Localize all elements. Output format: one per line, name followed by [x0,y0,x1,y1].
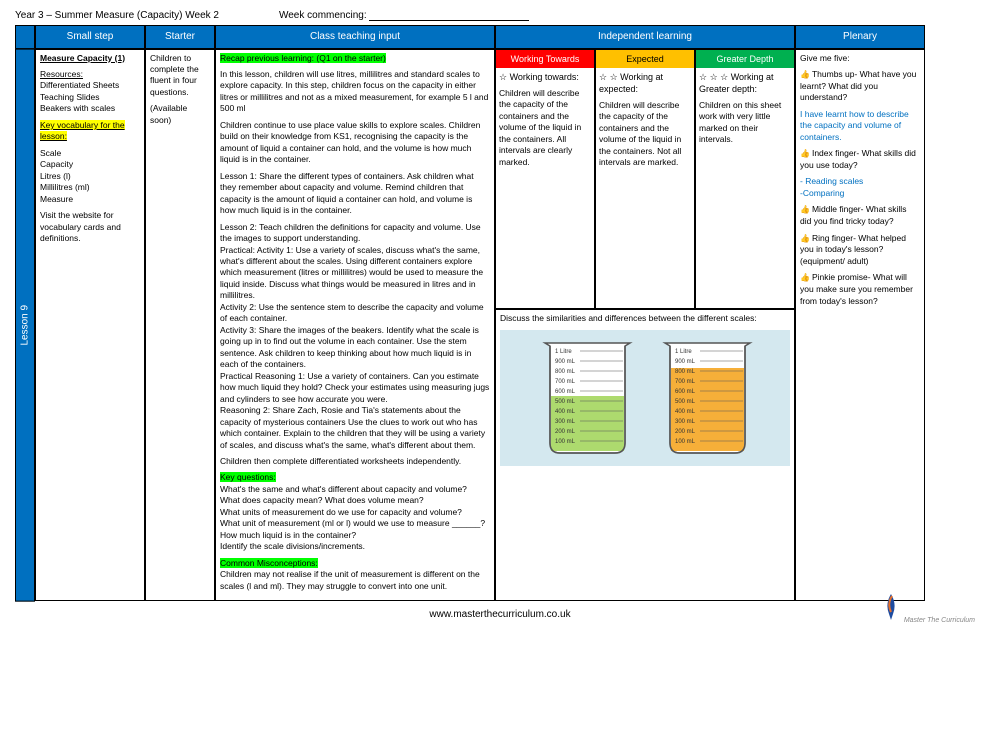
svg-text:300 mL: 300 mL [555,419,576,425]
lesson-plan-grid: Small step Starter Class teaching input … [15,25,985,601]
beaker-illustration: 1 Litre 900 mL 800 mL 700 mL 600 mL 500 mL 400… [500,330,790,466]
svg-text:100 mL: 100 mL [555,439,576,445]
svg-text:400 mL: 400 mL [555,409,576,415]
footer-url: www.masterthecurriculum.co.uk [429,609,570,620]
svg-text:200 mL: 200 mL [555,429,576,435]
discuss-cell: Discuss the similarities and differences… [495,309,795,601]
svg-text:800 mL: 800 mL [675,369,696,375]
starter-cell: Children to complete the fluent in four … [145,49,215,602]
week-commencing: Week commencing: [279,10,529,21]
smallstep-cell: Measure Capacity (1) Resources:Different… [35,49,145,602]
svg-text:700 mL: 700 mL [675,379,696,385]
svg-text:400 mL: 400 mL [675,409,696,415]
col-smallstep: Small step [35,25,145,49]
col-plenary: Plenary [795,25,925,49]
smallstep-title: Measure Capacity (1) [40,53,125,63]
title: Year 3 – Summer Measure (Capacity) Week … [15,10,219,21]
wt-cell: Working Towards ☆ Working towards: Child… [495,49,595,310]
svg-text:600 mL: 600 mL [675,389,696,395]
svg-text:100 mL: 100 mL [675,439,696,445]
col-starter: Starter [145,25,215,49]
footer: www.masterthecurriculum.co.uk Master The… [15,609,985,620]
classinput-cell: Recap previous learning: (Q1 on the star… [215,49,495,602]
svg-text:1 Litre: 1 Litre [555,349,572,355]
svg-text:800 mL: 800 mL [555,369,576,375]
beaker-1-icon: 1 Litre 900 mL 800 mL 700 mL 600 mL 500 mL 400… [535,338,635,458]
gd-cell: Greater Depth ☆ ☆ ☆ Working at Greater d… [695,49,795,310]
corner [15,25,35,49]
col-classinput: Class teaching input [215,25,495,49]
plenary-cell: Give me five: Thumbs up- What have you l… [795,49,925,602]
brand-logo: Master The Curriculum [881,592,975,625]
svg-text:1 Litre: 1 Litre [675,349,692,355]
svg-text:900 mL: 900 mL [675,359,696,365]
exp-cell: Expected ☆ ☆ Working at expected: Childr… [595,49,695,310]
svg-text:600 mL: 600 mL [555,389,576,395]
lesson-tab: Lesson 9 [15,49,35,602]
beaker-2-icon: 1 Litre 900 mL 800 mL 700 mL 600 mL 500 mL 400… [655,338,755,458]
svg-text:500 mL: 500 mL [555,399,576,405]
page-header: Year 3 – Summer Measure (Capacity) Week … [15,10,985,21]
svg-text:900 mL: 900 mL [555,359,576,365]
svg-text:500 mL: 500 mL [675,399,696,405]
svg-text:300 mL: 300 mL [675,419,696,425]
svg-text:200 mL: 200 mL [675,429,696,435]
svg-text:700 mL: 700 mL [555,379,576,385]
col-independent: Independent learning [495,25,795,49]
